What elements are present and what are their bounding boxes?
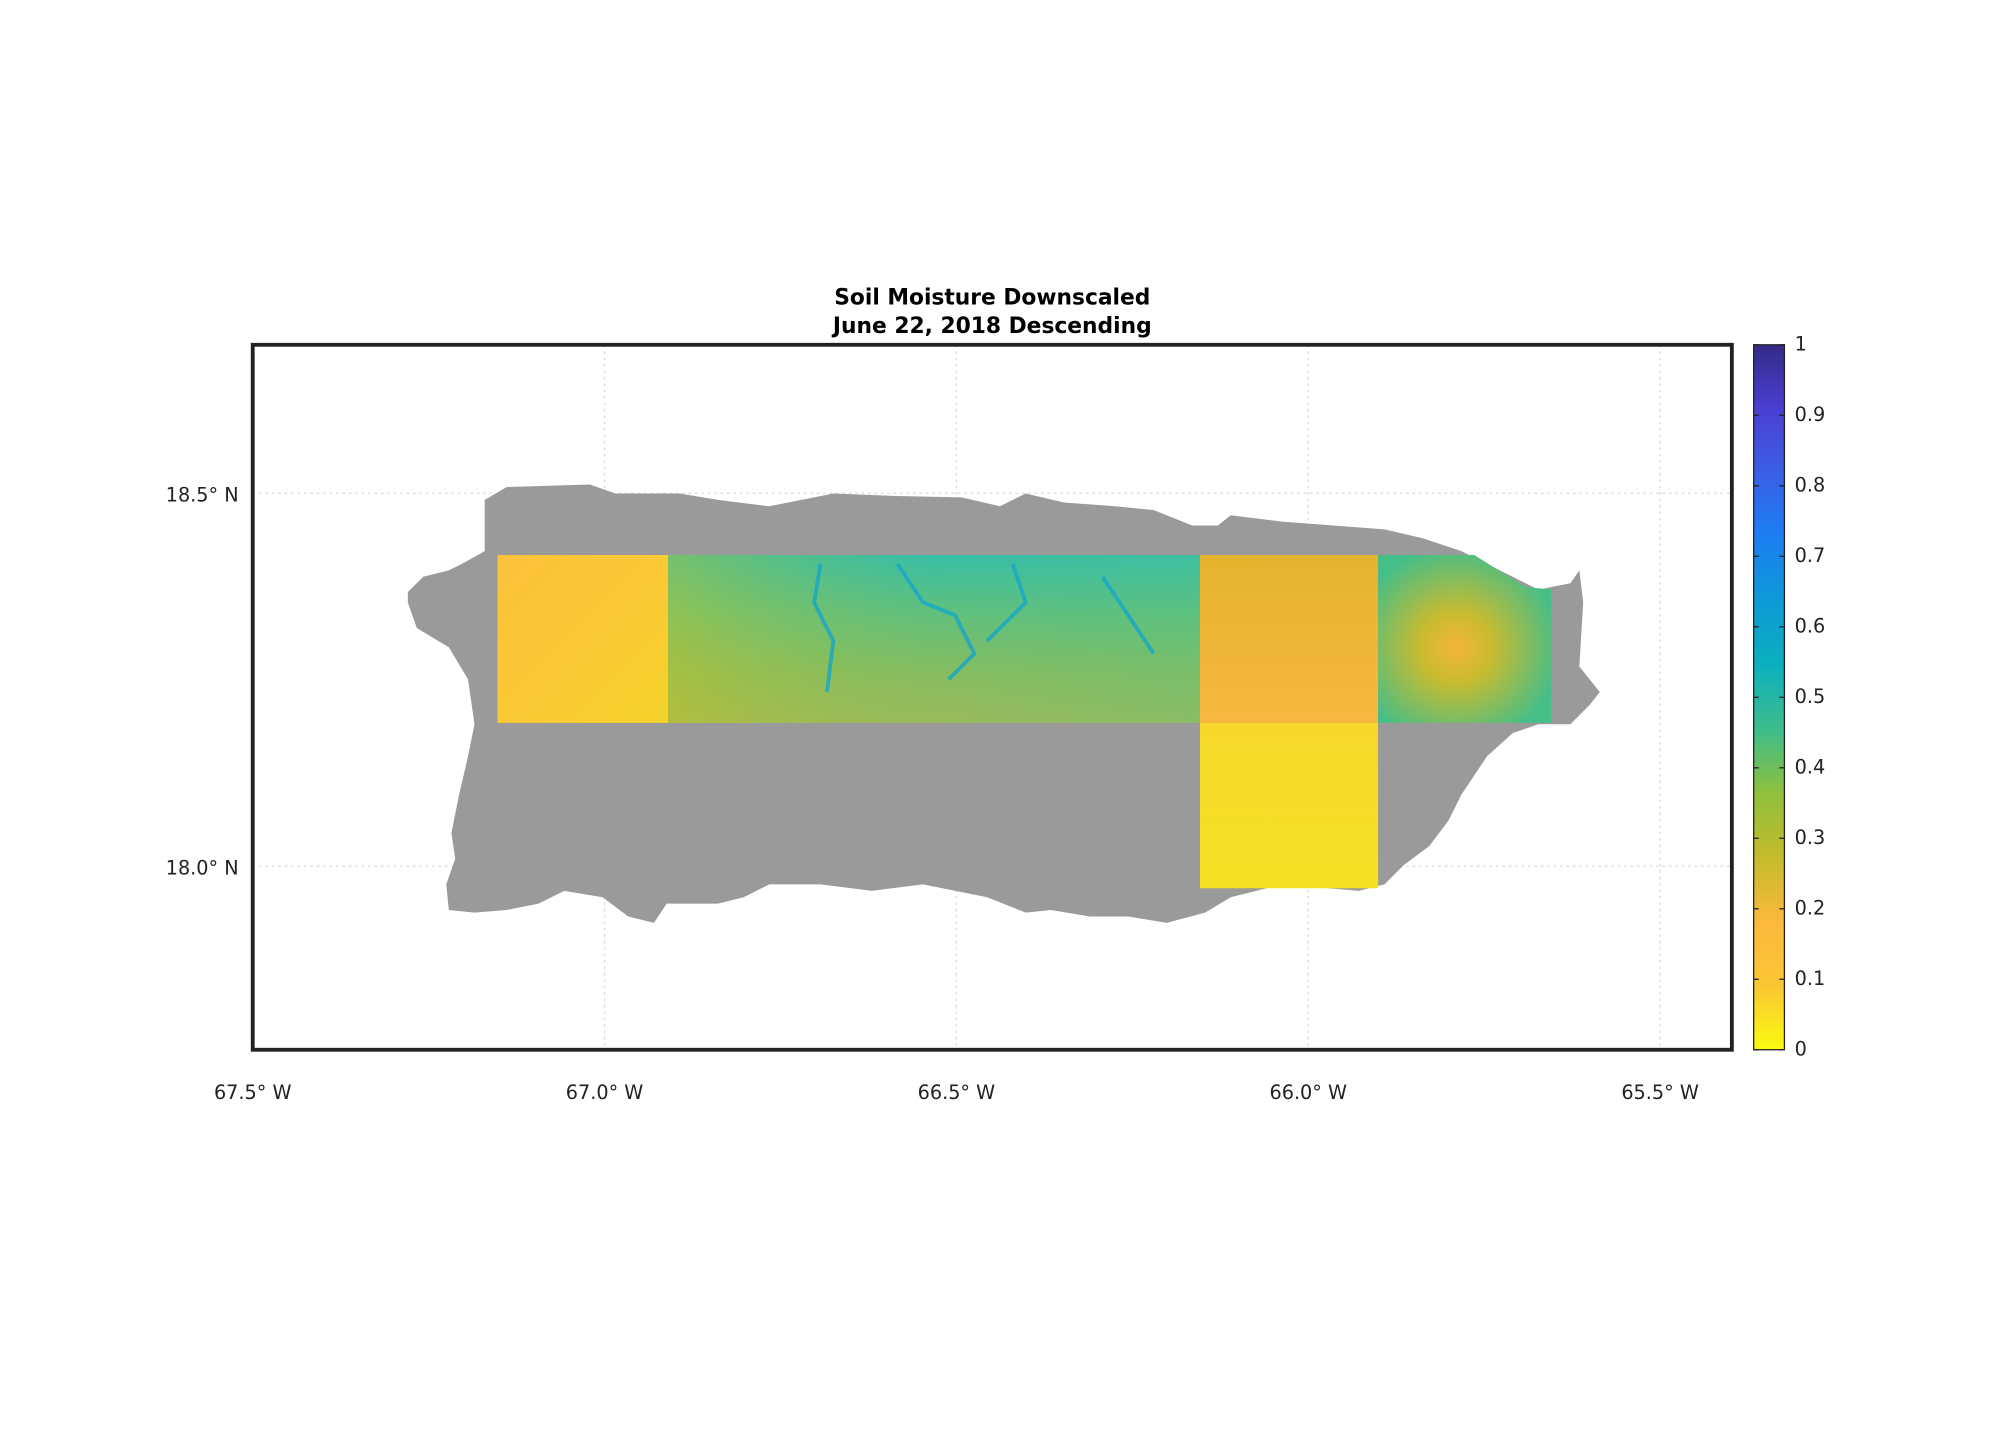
colorbar-tick-label: 0.2: [1795, 896, 1826, 919]
colorbar-tick-label: 0.3: [1795, 826, 1826, 849]
colorbar-tick-label: 0.5: [1795, 685, 1826, 708]
chart-subtitle: June 22, 2018 Descending: [831, 314, 1152, 339]
colorbar-tick-label: 0.7: [1795, 544, 1826, 567]
y-tick-label: 18.0° N: [166, 856, 239, 879]
x-tick-label: 67.5° W: [214, 1081, 292, 1104]
x-tick-label: 66.0° W: [1269, 1081, 1347, 1104]
x-tick-label: 65.5° W: [1621, 1081, 1699, 1104]
colorbar-tick-label: 0.6: [1795, 614, 1826, 637]
colorbar-tick-label: 0.9: [1795, 403, 1826, 426]
colorbar-tick-label: 0.8: [1795, 473, 1826, 496]
chart-title: Soil Moisture Downscaled: [834, 286, 1150, 311]
colorbar-tick-label: 0: [1795, 1037, 1807, 1060]
x-tick-label: 66.5° W: [918, 1081, 996, 1104]
map-frame: [250, 342, 1734, 1052]
y-tick-label: 18.5° N: [166, 483, 239, 506]
colorbar-tick-label: 0.4: [1795, 755, 1826, 778]
colorbar-tick-label: 1: [1795, 332, 1807, 355]
soil-moisture-raster: [497, 554, 1552, 889]
x-tick-label: 67.0° W: [566, 1081, 644, 1104]
colorbar-tick-label: 0.1: [1795, 967, 1826, 990]
